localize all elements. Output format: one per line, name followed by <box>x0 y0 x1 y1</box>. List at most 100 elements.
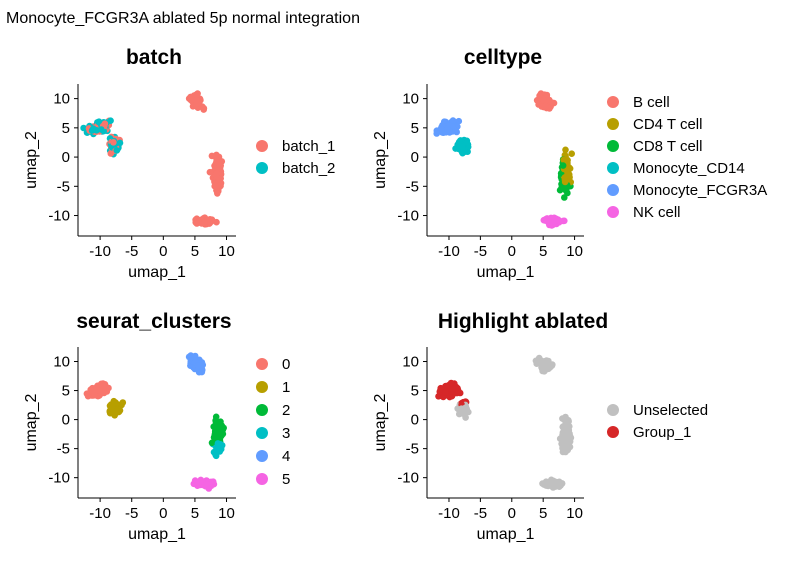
point <box>116 139 124 147</box>
legend-key <box>256 473 268 485</box>
point <box>213 158 220 166</box>
legend-label: 0 <box>282 356 290 373</box>
y-axis-label: umap_2 <box>372 393 389 451</box>
legend-key <box>256 427 268 439</box>
point <box>533 360 540 368</box>
x-tick-label: 0 <box>159 505 167 522</box>
x-tick-label: 5 <box>539 243 547 260</box>
x-tick-label: 5 <box>191 505 199 522</box>
legend-label: Monocyte_FCGR3A <box>633 182 767 199</box>
point <box>200 219 208 227</box>
point <box>210 480 218 488</box>
x-tick-label: 0 <box>508 243 516 260</box>
legend-label: Monocyte_CD14 <box>633 160 745 177</box>
point <box>561 217 568 225</box>
x-tick-label: 10 <box>218 505 235 522</box>
legend-key <box>607 184 619 196</box>
point <box>84 392 92 400</box>
point <box>110 139 117 146</box>
legend-key <box>256 404 268 416</box>
legend-label: Unselected <box>633 402 708 419</box>
legend-key <box>607 118 619 130</box>
point <box>212 413 220 421</box>
scatter-points <box>80 90 226 228</box>
y-tick-label: 5 <box>62 383 70 400</box>
point <box>555 217 563 225</box>
point <box>213 170 220 177</box>
legend: B cell CD4 T cell CD8 T cell Monocyte_CD14 M… <box>607 94 767 221</box>
point <box>206 168 214 176</box>
scatter-points <box>83 352 227 492</box>
x-axis-label: umap_1 <box>128 264 186 281</box>
x-tick-label: -10 <box>438 505 460 522</box>
legend-key <box>256 381 268 393</box>
point <box>219 430 227 438</box>
y-tick-label: -5 <box>406 178 419 195</box>
legend-label: CD4 T cell <box>633 116 702 133</box>
point <box>563 425 570 432</box>
legend-label: batch_1 <box>282 138 335 155</box>
point <box>568 150 575 157</box>
x-axis-label: umap_1 <box>477 526 535 543</box>
point <box>196 478 204 485</box>
point <box>442 389 449 396</box>
scatter-points <box>433 90 575 229</box>
point <box>94 386 101 394</box>
y-axis-label: umap_2 <box>372 131 389 189</box>
point <box>449 385 457 393</box>
y-axis-label: umap_2 <box>23 131 40 189</box>
point <box>541 362 548 370</box>
point <box>100 389 108 397</box>
point <box>458 143 466 151</box>
legend-label: 4 <box>282 448 290 465</box>
point <box>561 174 569 181</box>
point <box>192 97 200 104</box>
legend-key <box>607 206 619 218</box>
x-tick-label: -10 <box>89 505 111 522</box>
point <box>455 406 463 413</box>
y-tick-label: -5 <box>57 441 70 458</box>
point <box>433 130 441 137</box>
point <box>95 118 103 125</box>
x-tick-label: 10 <box>218 243 235 260</box>
point <box>113 147 121 154</box>
point <box>550 221 557 228</box>
point <box>119 399 127 406</box>
y-tick-label: 0 <box>62 412 70 429</box>
point <box>195 362 202 369</box>
point <box>107 150 115 157</box>
point <box>210 423 217 431</box>
point <box>191 352 199 360</box>
point <box>564 189 571 197</box>
legend-label: 3 <box>282 425 290 442</box>
legend-label: B cell <box>633 94 670 111</box>
figure-title: Monocyte_FCGR3A ablated 5p normal integr… <box>6 10 360 27</box>
point <box>114 406 121 414</box>
legend-key <box>256 450 268 462</box>
y-tick-label: -10 <box>397 470 419 487</box>
y-tick-label: 0 <box>411 149 419 166</box>
x-tick-label: -5 <box>125 243 138 260</box>
point <box>193 91 200 98</box>
x-tick-label: -10 <box>438 243 460 260</box>
x-tick-label: -5 <box>125 505 138 522</box>
point <box>213 151 220 159</box>
point <box>202 481 210 489</box>
x-tick-label: -5 <box>474 243 487 260</box>
point <box>536 92 543 99</box>
y-axis-label: umap_2 <box>23 393 40 451</box>
point <box>562 146 569 154</box>
legend: batch_1 batch_2 <box>256 138 335 177</box>
point <box>565 418 572 425</box>
y-tick-label: 10 <box>53 91 70 108</box>
legend: Unselected Group_1 <box>607 402 708 441</box>
panel-title: Highlight ablated <box>438 310 608 333</box>
y-tick-label: 10 <box>402 354 419 371</box>
legend-label: NK cell <box>633 204 681 221</box>
y-tick-label: -5 <box>57 178 70 195</box>
y-tick-label: 5 <box>411 120 419 137</box>
legend-key <box>607 426 619 438</box>
x-tick-label: 0 <box>508 505 516 522</box>
